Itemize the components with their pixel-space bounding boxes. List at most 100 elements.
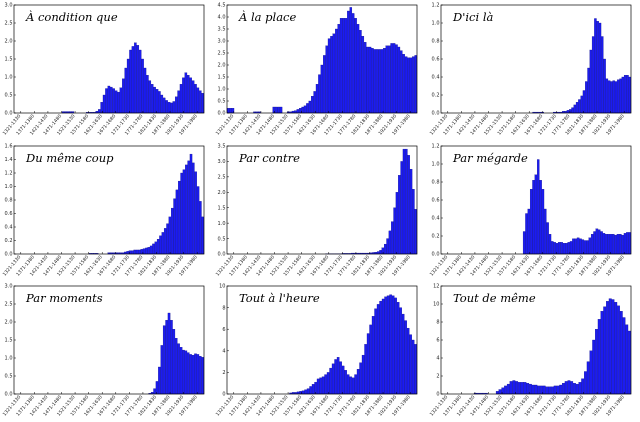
bar (153, 86, 156, 114)
bar-series (325, 148, 417, 255)
y-tick-label: 10 (219, 284, 225, 290)
bar (626, 75, 629, 114)
bar (194, 353, 197, 395)
bar (179, 84, 183, 114)
bar (124, 67, 127, 114)
bar (395, 192, 399, 255)
bar (320, 64, 324, 114)
bar (402, 148, 406, 255)
bar (107, 85, 111, 114)
bar (274, 106, 278, 114)
bar (405, 148, 408, 255)
y-tick-label: 2.0 (218, 63, 226, 69)
y-tick-label: 4.5 (218, 3, 226, 9)
bar (520, 382, 524, 395)
y-tick-label: 1.0 (5, 356, 13, 362)
bar (621, 234, 624, 255)
bar (387, 45, 391, 114)
bar (155, 89, 159, 114)
chart-panel-6: 0.00.20.40.60.81.01.21321-13301371-13801… (429, 144, 632, 277)
bar (351, 377, 355, 395)
bar (596, 21, 599, 114)
bar (527, 208, 531, 255)
bar (314, 381, 317, 395)
bar (593, 231, 596, 255)
bar-series (289, 294, 417, 395)
bar (603, 58, 606, 114)
bar (159, 235, 162, 255)
bar (546, 222, 549, 255)
bar (400, 50, 403, 114)
y-tick-label: 0.4 (432, 216, 440, 222)
bar (606, 301, 609, 395)
y-tick-label: 6 (222, 327, 225, 333)
bar (396, 302, 400, 395)
bar (628, 76, 631, 114)
bar (334, 359, 337, 395)
bar (311, 384, 315, 395)
bar (182, 169, 186, 255)
chart-title: Par moments (25, 291, 103, 305)
bar (407, 155, 410, 255)
bar (354, 18, 357, 114)
bar (381, 298, 385, 395)
bar (180, 172, 183, 255)
chart-title: Du même coup (25, 151, 114, 165)
chart-panel-2: 0.00.51.01.52.02.53.03.54.04.51321-13301… (215, 3, 418, 136)
y-tick-label: 8 (436, 320, 439, 326)
bar (553, 242, 556, 255)
bar (414, 55, 417, 114)
bar-series (473, 298, 631, 395)
bar (335, 28, 338, 114)
bar (400, 161, 403, 255)
bar (319, 377, 322, 395)
bar (102, 94, 106, 114)
bar (384, 243, 387, 255)
y-tick-label: 0.6 (432, 198, 440, 204)
bar (378, 49, 381, 114)
bar (394, 297, 397, 395)
bar (182, 77, 185, 114)
y-tick-label: 0.5 (218, 99, 226, 105)
bar (318, 74, 321, 114)
bar (165, 100, 168, 114)
y-tick-label: 6 (436, 338, 439, 344)
bar (623, 75, 627, 114)
y-tick-label: 0 (222, 392, 225, 398)
bar (117, 91, 120, 114)
bar (611, 299, 615, 395)
y-tick-label: 1.0 (218, 87, 226, 93)
plot-frame (226, 285, 418, 395)
y-tick-label: 0.8 (5, 198, 13, 204)
bar (573, 383, 576, 395)
bar (324, 374, 327, 395)
y-tick-label: 4 (436, 356, 439, 362)
chart-panel-5: 0.00.51.01.52.02.53.03.51321-13301371-13… (215, 144, 418, 277)
bar (152, 243, 155, 255)
bar (409, 334, 412, 395)
bar (628, 330, 631, 395)
bar (342, 18, 345, 114)
bar (565, 243, 568, 255)
bar (337, 24, 340, 114)
bar (398, 175, 401, 255)
bar (602, 233, 606, 255)
y-tick-label: 10 (433, 302, 439, 308)
bar (573, 104, 577, 114)
bar (525, 213, 528, 255)
bar (175, 189, 179, 255)
bar (303, 105, 307, 114)
y-tick-label: 1.4 (5, 157, 13, 163)
bar (529, 189, 533, 255)
chart-panel-3: 0.00.20.40.60.81.01.21321-13301371-13801… (429, 3, 632, 136)
bar (607, 80, 611, 114)
bar (386, 238, 389, 255)
bar (578, 99, 581, 114)
bar (498, 389, 502, 395)
bar (349, 7, 353, 114)
bar-series (522, 159, 631, 255)
bar (580, 95, 583, 114)
bar (142, 248, 146, 255)
bar (619, 311, 623, 395)
bar (589, 350, 593, 395)
